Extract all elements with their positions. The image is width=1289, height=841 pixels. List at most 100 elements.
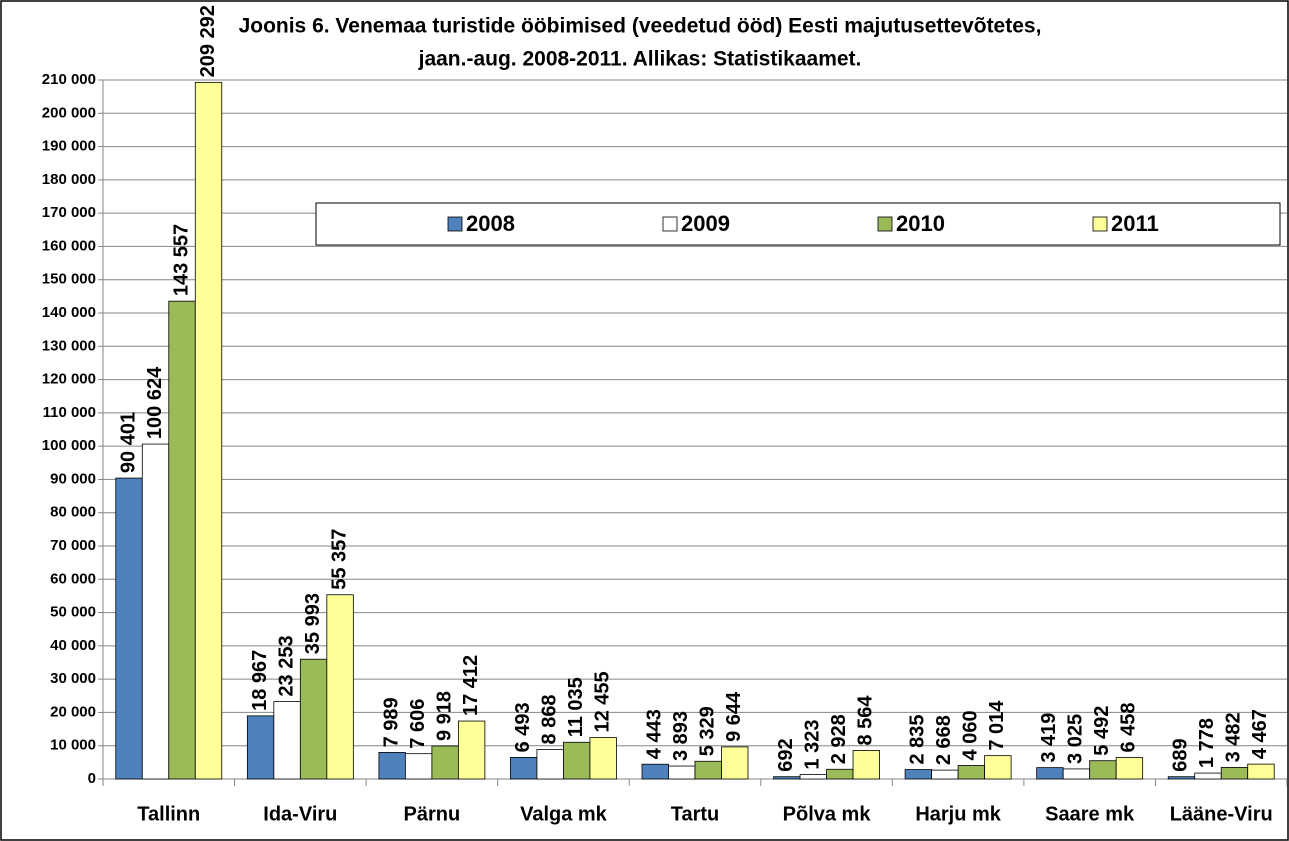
value-label: 35 993 xyxy=(302,593,324,654)
value-label: 17 412 xyxy=(460,655,482,716)
y-tick-label: 90 000 xyxy=(50,470,96,487)
value-label: 692 xyxy=(775,738,797,771)
y-tick-label: 140 000 xyxy=(42,304,96,321)
value-label: 3 482 xyxy=(1223,712,1245,762)
y-tick-label: 160 000 xyxy=(42,237,96,254)
chart-title: Joonis 6. Venemaa turistide ööbimised (v… xyxy=(239,15,1042,38)
x-tick-label: Tallinn xyxy=(137,803,200,825)
bar xyxy=(273,701,301,780)
y-tick-label: 50 000 xyxy=(50,604,96,621)
value-label: 18 967 xyxy=(249,650,271,711)
bar xyxy=(589,737,617,780)
x-tick-label: Saare mk xyxy=(1045,803,1135,825)
value-label: 3 025 xyxy=(1065,714,1087,764)
bar xyxy=(194,81,223,780)
bar xyxy=(1115,757,1144,780)
value-label: 209 292 xyxy=(197,5,219,77)
y-tick-label: 30 000 xyxy=(50,670,96,687)
bar xyxy=(246,715,275,780)
bar xyxy=(1220,767,1249,780)
bar xyxy=(773,776,801,780)
value-label: 4 060 xyxy=(960,710,982,760)
y-tick-label: 120 000 xyxy=(42,371,96,388)
bar xyxy=(721,746,749,780)
x-tick-label: Lääne-Viru xyxy=(1170,803,1273,825)
value-label: 6 458 xyxy=(1118,702,1140,752)
bar xyxy=(457,720,486,780)
value-label: 23 253 xyxy=(275,635,297,696)
y-tick-label: 20 000 xyxy=(50,703,96,720)
value-label: 90 401 xyxy=(117,412,139,473)
legend-label: 2009 xyxy=(681,211,730,236)
value-label: 689 xyxy=(1170,738,1192,771)
bar xyxy=(904,769,933,780)
legend-box xyxy=(315,202,1281,246)
value-label: 8 868 xyxy=(538,694,560,744)
bar xyxy=(641,763,669,780)
value-label: 2 668 xyxy=(933,715,955,765)
y-tick-label: 80 000 xyxy=(50,504,96,521)
value-label: 1 323 xyxy=(802,720,824,770)
bar xyxy=(826,768,854,780)
x-tick-label: Ida-Viru xyxy=(263,803,337,825)
legend-label: 2008 xyxy=(466,211,515,236)
bar xyxy=(141,443,170,780)
legend-label: 2010 xyxy=(896,211,945,236)
bar xyxy=(115,477,143,780)
legend: 2008 2009 2010 2011 xyxy=(315,202,1281,246)
y-tick-label: 210 000 xyxy=(42,71,96,88)
bar xyxy=(1062,768,1091,780)
y-tick-label: 40 000 xyxy=(50,637,96,654)
y-tick-label: 60 000 xyxy=(50,570,96,587)
value-label: 8 564 xyxy=(855,695,877,746)
y-tick-label: 150 000 xyxy=(42,271,96,288)
value-label: 1 778 xyxy=(1196,718,1218,768)
y-tick-label: 10 000 xyxy=(50,737,96,754)
bar xyxy=(326,594,354,780)
bar xyxy=(378,752,406,780)
bar xyxy=(299,658,328,780)
value-label: 7 989 xyxy=(380,697,402,747)
bar xyxy=(799,774,827,780)
value-label: 3 419 xyxy=(1038,713,1060,763)
x-tick-label: Tartu xyxy=(671,803,720,825)
bar xyxy=(984,755,1012,780)
y-tick-label: 100 000 xyxy=(42,437,96,454)
y-tick-label: 70 000 xyxy=(50,537,96,554)
bar xyxy=(563,741,591,780)
bar xyxy=(694,760,722,780)
value-label: 7 606 xyxy=(407,699,429,749)
value-label: 12 455 xyxy=(591,671,613,732)
bar xyxy=(1194,772,1222,780)
value-label: 100 624 xyxy=(144,366,166,439)
legend-swatch xyxy=(877,216,893,232)
bar xyxy=(1167,776,1196,780)
bar xyxy=(1036,767,1064,780)
value-label: 3 893 xyxy=(670,711,692,761)
value-label: 5 492 xyxy=(1091,706,1113,756)
x-tick-label: Põlva mk xyxy=(783,803,872,825)
y-tick-label: 110 000 xyxy=(43,404,96,421)
value-label: 7 014 xyxy=(986,700,1008,751)
value-label: 9 644 xyxy=(723,691,745,742)
y-tick-label: 180 000 xyxy=(42,171,96,188)
bar xyxy=(431,745,459,780)
bar xyxy=(931,769,959,780)
legend-swatch xyxy=(1092,216,1108,232)
y-tick-label: 170 000 xyxy=(42,204,96,221)
x-tick-label: Valga mk xyxy=(520,803,608,825)
value-label: 143 557 xyxy=(170,224,192,296)
chart-title: jaan.-aug. 2008-2011. Allikas: Statistik… xyxy=(418,48,862,71)
legend-label: 2011 xyxy=(1111,211,1159,236)
y-tick-label: 200 000 xyxy=(42,104,96,121)
value-label: 5 329 xyxy=(697,706,719,756)
bar xyxy=(1089,760,1117,780)
value-label: 6 493 xyxy=(512,702,534,752)
bar xyxy=(536,749,564,780)
x-tick-label: Pärnu xyxy=(404,803,461,825)
bar xyxy=(404,753,433,780)
y-tick-label: 190 000 xyxy=(42,138,96,155)
value-label: 4 443 xyxy=(644,709,666,759)
bar xyxy=(1247,763,1275,780)
value-label: 2 835 xyxy=(907,715,929,765)
